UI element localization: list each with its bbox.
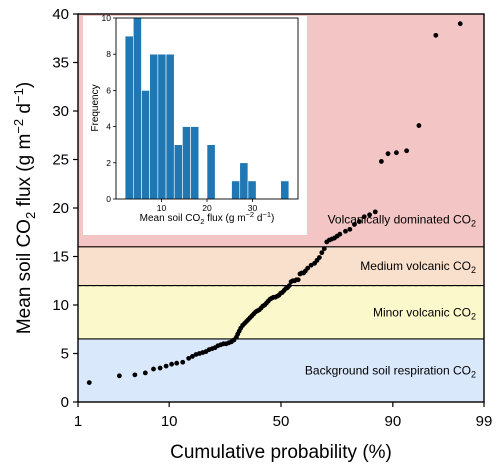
data-point bbox=[347, 226, 353, 232]
y-axis-ticks: 0 5 10 15 20 25 30 35 40 bbox=[52, 6, 78, 411]
region-label: Medium volcanic CO2 bbox=[360, 259, 476, 275]
data-point bbox=[372, 209, 378, 215]
data-point bbox=[308, 262, 314, 268]
inset-y-tick-label: 0 bbox=[106, 194, 111, 204]
inset-bars bbox=[124, 17, 290, 200]
data-point bbox=[385, 151, 391, 157]
data-point bbox=[151, 366, 156, 372]
histogram-bar bbox=[124, 35, 134, 200]
inset-x-tick-label: 10 bbox=[157, 203, 167, 213]
region-label: Background soil respiration CO2 bbox=[305, 363, 476, 379]
data-point bbox=[416, 123, 422, 128]
inset-y-title: Frequency bbox=[90, 84, 101, 131]
data-point bbox=[295, 277, 301, 283]
data-point bbox=[190, 354, 195, 359]
data-point bbox=[343, 228, 348, 234]
y-tick-label: 5 bbox=[61, 346, 69, 363]
x-tick-label: 99 bbox=[476, 413, 493, 430]
data-point bbox=[163, 363, 169, 369]
inset-y-tick-label: 4 bbox=[106, 122, 111, 132]
data-point bbox=[316, 255, 322, 260]
data-point bbox=[321, 246, 327, 252]
region-labels: Background soil respiration CO2 Minor vol… bbox=[305, 213, 476, 380]
data-point bbox=[186, 355, 192, 361]
inset-y-ticks: 0 2 4 6 8 10 bbox=[102, 13, 116, 204]
data-points bbox=[86, 21, 463, 385]
region-label: Minor volcanic CO2 bbox=[373, 305, 476, 321]
data-point bbox=[361, 214, 367, 220]
data-point bbox=[404, 148, 410, 154]
y-tick-label: 30 bbox=[52, 103, 69, 120]
region-band bbox=[78, 338, 484, 402]
histogram-bar bbox=[173, 144, 183, 200]
inset-histogram: 10 20 30 0 2 4 6 8 10 Mean soil CO2 flux (g m−2… bbox=[83, 13, 307, 235]
histogram-bar bbox=[149, 53, 159, 200]
x-tick-label: 50 bbox=[273, 413, 290, 430]
x-axis-ticks: 1 10 50 90 99 bbox=[74, 402, 493, 430]
x-tick-label: 10 bbox=[161, 413, 178, 430]
y-tick-label: 40 bbox=[52, 6, 69, 23]
histogram-bar bbox=[165, 53, 175, 200]
inset-x-title: Mean soil CO2 flux (g m−2 d−1) bbox=[140, 210, 275, 226]
y-tick-label: 20 bbox=[52, 200, 69, 217]
inset-y-tick-label: 6 bbox=[106, 85, 111, 95]
histogram-bar bbox=[247, 180, 257, 200]
histogram-bar bbox=[132, 17, 142, 200]
data-point bbox=[180, 359, 186, 365]
histogram-bar bbox=[280, 180, 290, 200]
histogram-bar bbox=[206, 144, 216, 200]
histogram-bar bbox=[182, 126, 191, 200]
histogram-bar bbox=[157, 53, 167, 200]
data-point bbox=[286, 283, 292, 288]
inset-y-tick-label: 2 bbox=[106, 158, 111, 168]
data-point bbox=[433, 32, 439, 38]
x-tick-label: 90 bbox=[384, 413, 401, 430]
data-point bbox=[394, 150, 399, 156]
x-tick-label: 1 bbox=[74, 413, 82, 430]
y-tick-label: 35 bbox=[52, 55, 69, 72]
data-point bbox=[337, 231, 343, 237]
histogram-bar bbox=[239, 162, 249, 200]
y-tick-label: 0 bbox=[61, 394, 69, 411]
data-point bbox=[174, 360, 180, 366]
data-point bbox=[132, 372, 138, 378]
y-tick-label: 25 bbox=[52, 152, 69, 169]
data-point bbox=[352, 222, 357, 227]
inset-x-ticks: 10 20 30 bbox=[157, 199, 258, 213]
inset-background bbox=[83, 16, 307, 235]
data-point bbox=[305, 265, 311, 271]
data-point bbox=[356, 219, 362, 224]
histogram-bar bbox=[231, 180, 241, 200]
inset-x-tick-label: 20 bbox=[202, 203, 212, 213]
data-point bbox=[169, 361, 175, 367]
inset-y-tick-label: 10 bbox=[102, 13, 112, 23]
data-point bbox=[319, 250, 325, 256]
x-axis-title: Cumulative probability (%) bbox=[170, 442, 392, 463]
inset-y-tick-label: 8 bbox=[106, 49, 111, 59]
data-point bbox=[457, 21, 463, 27]
data-point bbox=[367, 212, 372, 218]
data-point bbox=[142, 370, 148, 376]
y-tick-label: 10 bbox=[52, 297, 69, 314]
histogram-bar bbox=[190, 126, 200, 200]
region-label: Volcanically dominated CO2 bbox=[328, 213, 476, 229]
region-band bbox=[78, 246, 484, 286]
y-axis-title: Mean soil CO2 flux (g m−2 d−1) bbox=[11, 82, 38, 334]
data-point bbox=[86, 380, 92, 385]
region-separators bbox=[78, 246, 484, 340]
inset-x-tick-label: 30 bbox=[248, 203, 258, 213]
y-tick-label: 15 bbox=[52, 249, 69, 266]
data-point bbox=[157, 365, 163, 371]
data-point bbox=[378, 159, 384, 164]
data-point bbox=[116, 373, 122, 379]
histogram-bar bbox=[141, 90, 150, 200]
